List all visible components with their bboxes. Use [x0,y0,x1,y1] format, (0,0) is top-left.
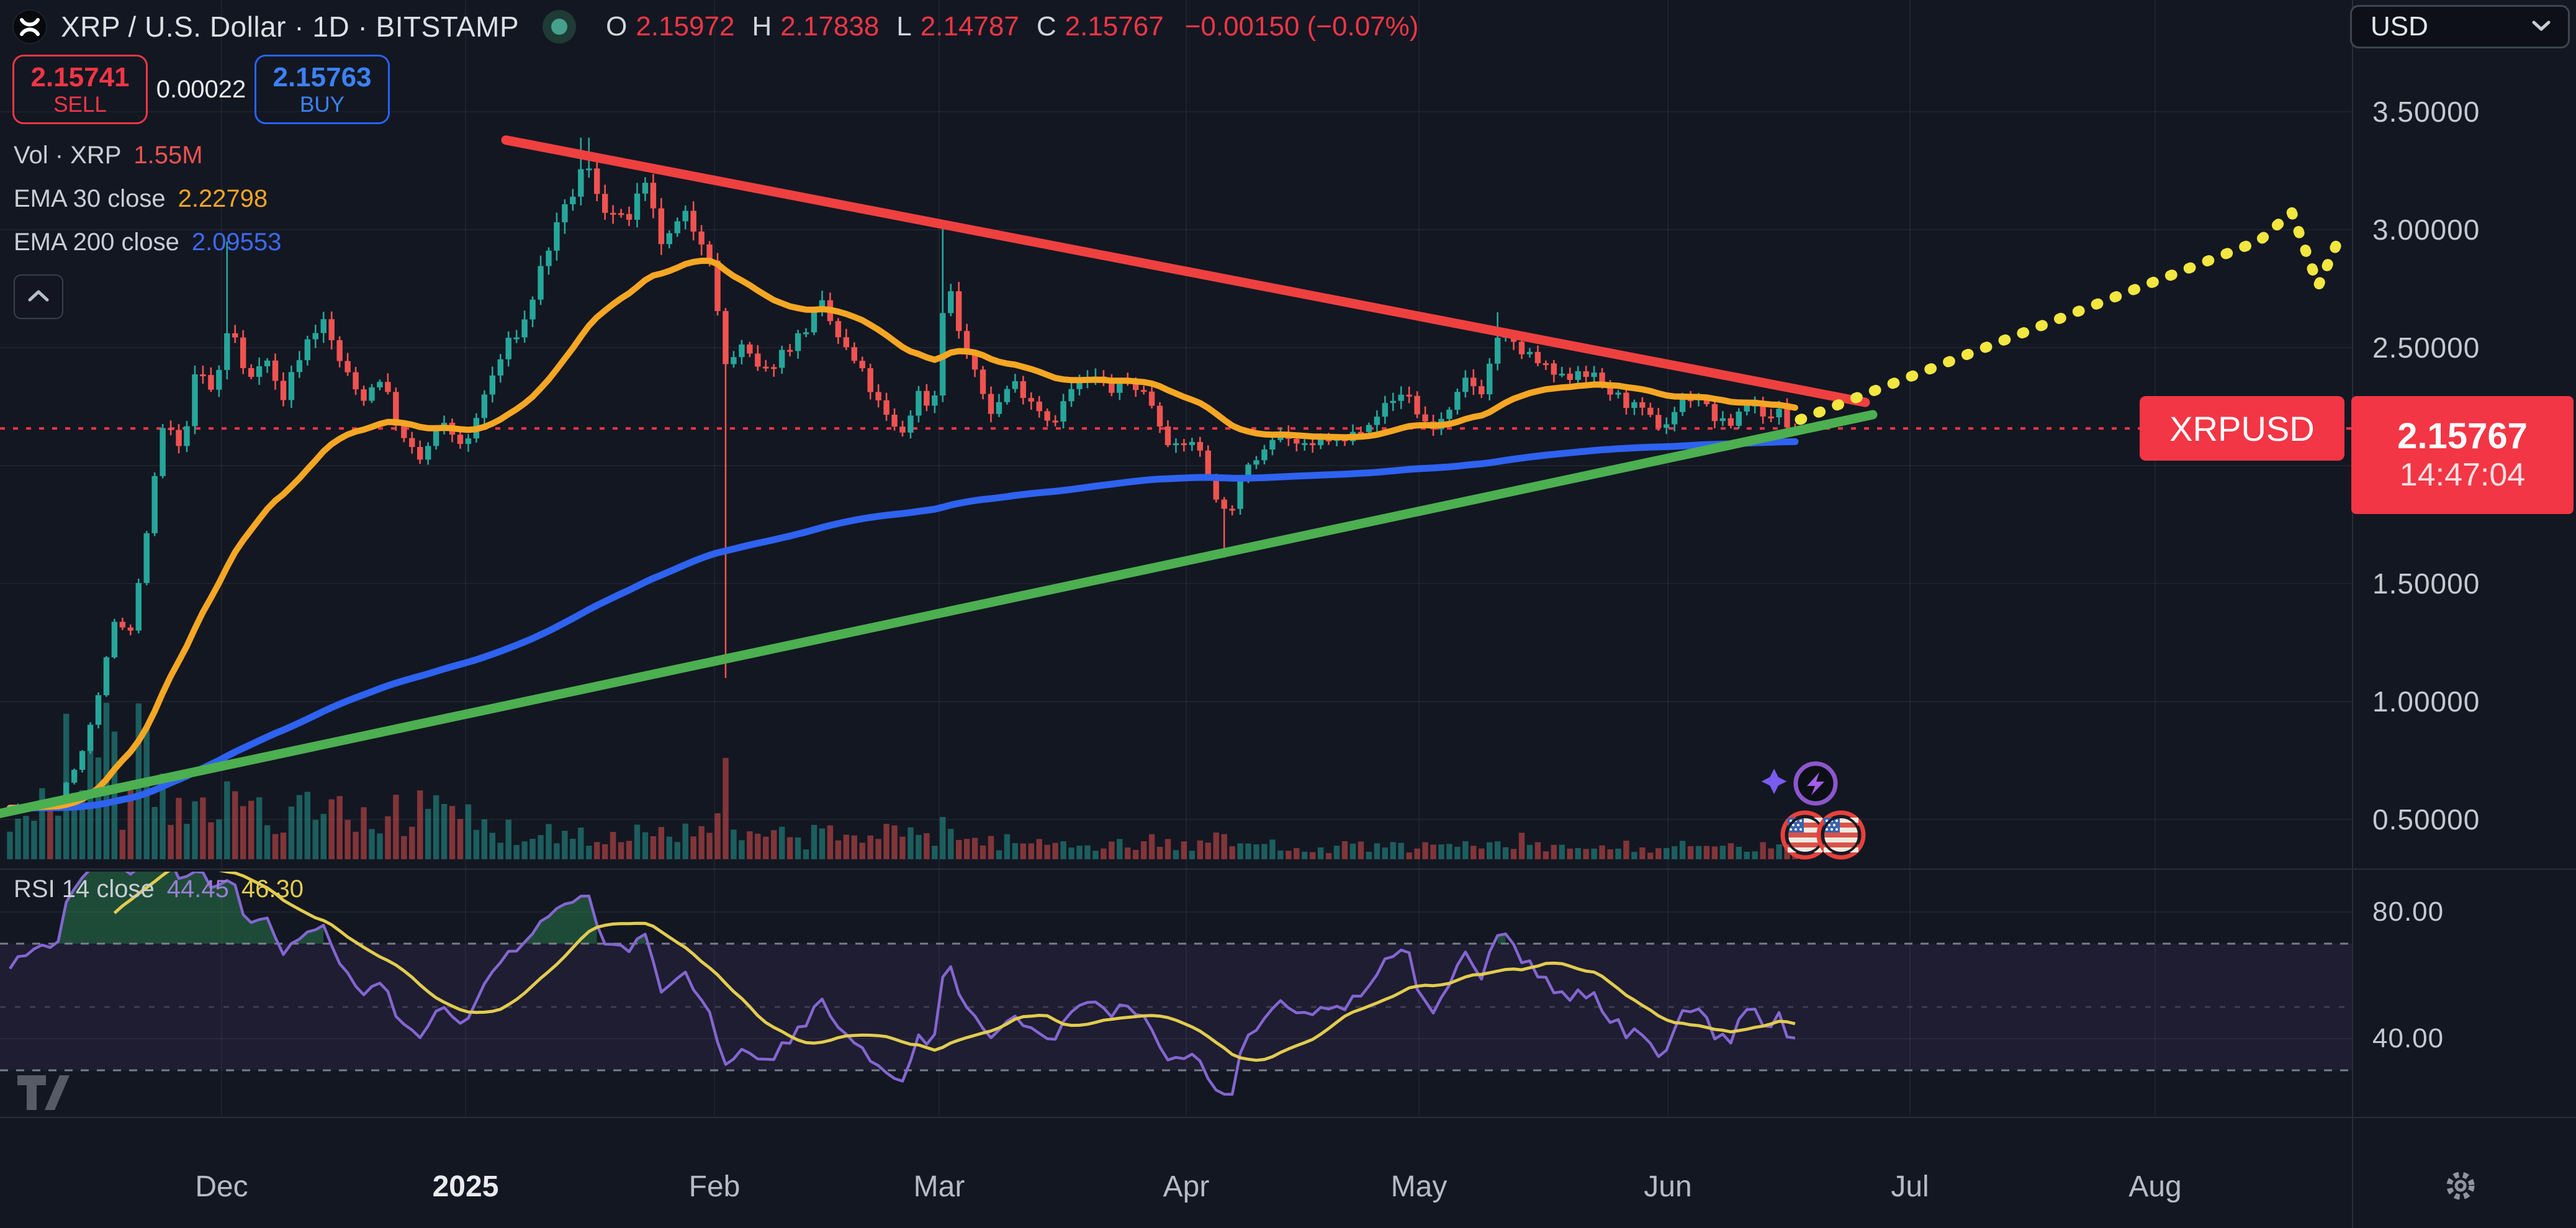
volume-label: Vol · XRP [14,141,122,169]
event-markers[interactable] [1760,756,1891,868]
legend-rsi[interactable]: RSI 14 close 44.45 46.30 [14,874,304,904]
price-tick-label: 3.50000 [2372,96,2480,128]
spread-value: 0.00022 [156,75,246,103]
month-label: Mar [913,1170,965,1203]
close-label: C [1036,11,1056,42]
order-panel: 2.15741 SELL 0.00022 2.15763 BUY [12,55,390,124]
gear-icon[interactable] [2443,1168,2478,1203]
rsi-tick-label: 80.00 [2372,896,2444,927]
ohlc-values: O 2.15972 H 2.17838 L 2.14787 C 2.15767 −0.0… [606,11,1418,42]
buy-price: 2.15763 [272,61,372,93]
us-flag-icon-2 [1816,810,1866,860]
legend-volume[interactable]: Vol · XRP 1.55M [14,140,203,170]
open-label: O [606,11,628,42]
xrp-logo-icon[interactable] [12,9,47,44]
currency-dropdown[interactable]: USD [2350,5,2570,48]
last-price: 2.15767 [2397,415,2528,456]
high-value: 2.17838 [780,11,880,42]
chevron-down-icon [2531,19,2552,35]
sell-price: 2.15741 [30,61,130,93]
tradingview-logo[interactable] [16,1073,70,1117]
volume-bars [7,703,1798,859]
bar-countdown: 14:47:04 [2399,457,2526,494]
ema30-value: 2.22798 [178,184,268,212]
low-label: L [896,11,912,42]
chevron-up-icon [26,287,51,307]
rsi-ma-value: 46.30 [241,875,304,903]
month-label: Jul [1891,1170,1929,1203]
chart-header: XRP / U.S. Dollar · 1D · BITSTAMP O 2.159… [12,9,1418,45]
trendline-drawings[interactable] [0,135,2343,818]
currency-value: USD [2371,11,2428,42]
buy-label: BUY [300,93,345,117]
rsi-tick-label: 40.00 [2372,1023,2444,1054]
volume-value: 1.55M [133,141,203,169]
rsi-label: RSI 14 close [14,875,155,903]
symbol-price-tag: XRPUSD [2140,396,2344,461]
ema-lines [6,258,1799,811]
collapse-legend-button[interactable] [14,274,63,319]
sell-label: SELL [53,93,107,117]
month-label: Dec [195,1170,248,1203]
buy-button[interactable]: 2.15763 BUY [254,55,390,124]
price-tick-label: 1.00000 [2372,685,2480,718]
legend-ema30[interactable]: EMA 30 close 2.22798 [14,184,268,214]
price-tick-label: 3.00000 [2372,214,2480,246]
change-value: −0.00150 (−0.07%) [1184,11,1419,42]
price-tick-label: 1.50000 [2372,567,2480,600]
month-label: May [1390,1170,1448,1203]
high-label: H [752,11,772,42]
month-label: Apr [1163,1170,1210,1203]
legend-ema200[interactable]: EMA 200 close 2.09553 [14,227,281,257]
us-flag-icon [1780,810,1830,860]
ema200-label: EMA 200 close [14,228,179,256]
ema200-value: 2.09553 [191,228,282,256]
last-price-tag: 2.15767 14:47:04 [2351,396,2574,514]
rsi-value: 44.45 [166,875,229,903]
open-value: 2.15972 [636,11,735,42]
price-tick-label: 0.50000 [2372,803,2480,836]
month-label: Feb [688,1170,741,1203]
lightning-event-icon [1761,761,1838,806]
market-status-icon[interactable] [543,10,577,43]
rsi-pane [0,872,2353,1096]
price-tick-label: 2.50000 [2372,332,2480,364]
close-value: 2.15767 [1065,11,1164,42]
month-label: Aug [2128,1170,2182,1203]
symbol-title[interactable]: XRP / U.S. Dollar · 1D · BITSTAMP [61,11,520,43]
month-label: Jun [1644,1170,1692,1203]
grid-lines [0,0,2353,1116]
sell-button[interactable]: 2.15741 SELL [12,55,148,124]
month-label: 2025 [432,1170,499,1203]
low-value: 2.14787 [920,11,1019,42]
ema30-label: EMA 30 close [14,184,166,212]
